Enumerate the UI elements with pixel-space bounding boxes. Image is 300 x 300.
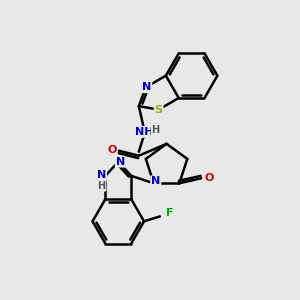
Text: S: S xyxy=(155,105,163,115)
Text: H: H xyxy=(98,181,106,191)
Text: N: N xyxy=(151,176,160,186)
Text: H: H xyxy=(152,125,160,135)
Text: O: O xyxy=(204,173,214,183)
Text: N: N xyxy=(97,170,106,180)
Text: F: F xyxy=(166,208,174,218)
Text: N: N xyxy=(116,157,125,167)
Text: NH: NH xyxy=(134,127,153,137)
Text: O: O xyxy=(107,145,117,155)
Text: N: N xyxy=(142,82,152,92)
